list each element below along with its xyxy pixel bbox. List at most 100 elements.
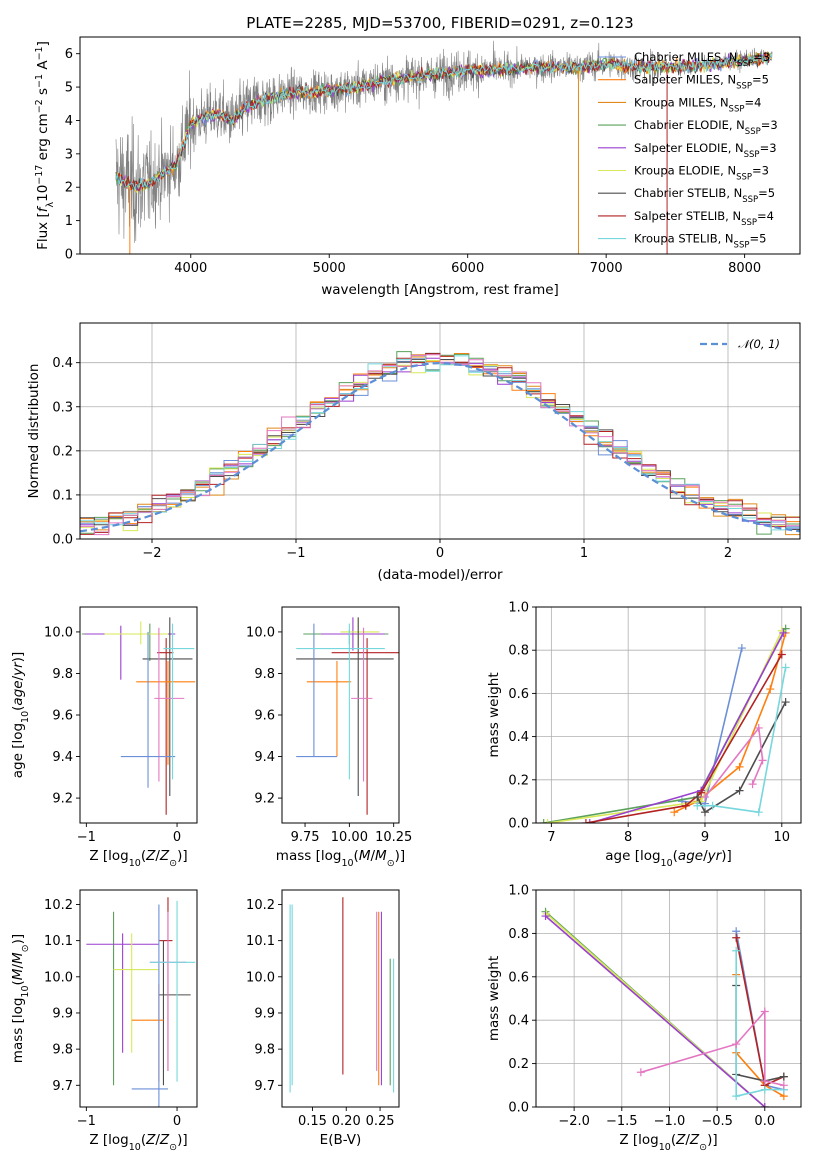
mass_weight_vs_Z-axes: −2.0 −1.5 −1.0 −0.5 0.0 0.0 0.2 0.4 0.6 0.8 1.0 Z […	[486, 884, 802, 1153]
y-tick-label: 0.0	[52, 533, 73, 548]
x-tick-label: −1.5	[606, 1114, 638, 1129]
mass_weight_vs_Z-chart: −2.0 −1.5 −1.0 −0.5 0.0 0.0 0.2 0.4 0.6 0.8 1.0 Z […	[486, 884, 802, 1153]
y-tick-label: 0.8	[508, 644, 529, 659]
error-bar-point	[158, 897, 173, 1071]
data-point-marker	[781, 663, 790, 672]
y-axis-label: Flux [fλ10−17 erg cm−2 s−1 A−1]	[34, 41, 56, 250]
data-point-marker	[693, 801, 702, 810]
mass_weight_vs_age-grid	[536, 606, 801, 824]
x-tick-label: 0	[173, 1114, 181, 1129]
y-tick-label: 0.4	[508, 730, 529, 745]
error-bar-point	[86, 933, 159, 1053]
y-tick-label: 0.6	[508, 970, 529, 985]
error-bar-point	[163, 623, 195, 780]
data-point-marker	[700, 793, 709, 802]
error-bar-point	[351, 627, 373, 782]
y-tick-label: 0	[65, 248, 73, 263]
spectrum-plot-area	[115, 40, 773, 254]
mass_vs_ebv-axes: 0.15 0.20 0.25 9.7 9.8 9.9 10.0 10.1 10.2 E(B-V)	[246, 889, 400, 1148]
residuals-chart: −2 −1 0 1 2 0.0 0.1 0.2 0.3 0.4 (data-model)/error…	[26, 322, 801, 583]
data-point-marker	[670, 808, 679, 817]
y-tick-label: 9.4	[254, 750, 275, 765]
x-axis-label: E(B-V)	[320, 1132, 362, 1148]
legend-entry: Kroupa STELIB, NSSP=5	[634, 232, 766, 251]
x-axis-label: Z [log10(Z/Z⊙)]	[89, 848, 187, 869]
legend-entry: Salpeter MILES, NSSP=5	[634, 73, 769, 92]
spectrum-chart: 4000 5000 6000 7000 8000 0 1 2 3 4 5 6 PLATE=2285, M…	[34, 14, 801, 298]
data-point-marker	[735, 786, 744, 795]
error-bar-point	[136, 661, 196, 765]
x-tick-label: −1.0	[654, 1114, 686, 1129]
y-tick-label: 0.0	[508, 817, 529, 832]
y-tick-label: 9.2	[52, 792, 73, 807]
x-tick-label: 0	[173, 830, 181, 845]
error-bar-point	[296, 623, 385, 780]
mass_weight_vs_Z-plot-area	[541, 907, 788, 1107]
legend-entry: Chabrier ELODIE, NSSP=3	[634, 118, 778, 137]
y-tick-label: 10.2	[246, 898, 275, 913]
y-tick-label: 4	[65, 114, 73, 129]
data-point-marker	[779, 628, 788, 637]
y-axis-label: age [log10(age/yr)]	[10, 652, 31, 778]
data-point-marker	[777, 650, 786, 659]
x-axis-label: (data-model)/error	[377, 567, 503, 583]
mass-weight-series-salpeter_elodie	[541, 912, 769, 1107]
legend-entry: 𝒩(0, 1)	[738, 337, 780, 351]
x-tick-label: 0	[436, 546, 444, 561]
x-tick-label: 4000	[174, 261, 207, 276]
y-tick-label: 0.2	[52, 444, 73, 459]
mass-weight-series-salpeter_stelib	[732, 933, 788, 1090]
data-point-marker	[732, 933, 741, 942]
mass_weight_vs_age-chart: 7 8 9 10 0.0 0.2 0.4 0.6 0.8 1.0 age [log10(age/yr…	[486, 601, 802, 869]
data-point-marker	[681, 801, 690, 810]
y-tick-label: 9.7	[52, 1079, 73, 1094]
error-bar-point	[142, 617, 193, 796]
mass-weight-series-kroupa_elodie	[543, 626, 786, 823]
data-point-marker	[732, 1040, 741, 1049]
y-tick-label: 0.0	[508, 1101, 529, 1116]
y-tick-label: 0.1	[52, 488, 73, 503]
error-bar-point	[331, 638, 399, 815]
x-axis-label: mass [log10(M/M⊙)]	[276, 848, 405, 869]
y-tick-label: 0.2	[508, 773, 529, 788]
y-tick-label: 10.1	[44, 934, 73, 949]
mass_vs_ebv-plot-area	[289, 897, 395, 1093]
age_vs_Z-axes: −1 0 9.2 9.4 9.6 9.8 10.0 Z [log10(Z/Z⊙)] age [l…	[10, 606, 198, 869]
y-tick-label: 0.3	[52, 400, 73, 415]
data-point-marker	[754, 808, 763, 817]
spectrum-legend: Chabrier MILES, NSSP=3 Salpeter MILES, NS…	[598, 50, 778, 251]
data-point-marker	[779, 1081, 788, 1090]
y-tick-label: 9.2	[254, 792, 275, 807]
x-tick-label: 9	[701, 830, 709, 845]
legend-entry: Chabrier STELIB, NSSP=5	[634, 186, 775, 205]
x-tick-label: 8000	[728, 261, 761, 276]
x-tick-label: −1	[77, 830, 96, 845]
residual-legend: 𝒩(0, 1)	[700, 337, 780, 351]
error-bar-point	[149, 900, 196, 1082]
error-bar-point	[296, 623, 337, 758]
x-tick-label: 7	[547, 830, 555, 845]
residuals-plot-area	[80, 351, 800, 536]
data-point-marker	[543, 819, 552, 823]
y-tick-label: 9.4	[52, 750, 73, 765]
data-point-marker	[541, 912, 550, 921]
legend-entry: Salpeter ELODIE, NSSP=3	[634, 141, 777, 160]
y-tick-label: 10.0	[246, 970, 275, 985]
y-tick-label: 1.0	[508, 601, 529, 616]
y-tick-label: 9.8	[52, 667, 73, 682]
error-bar-point	[321, 617, 385, 651]
error-bar-point	[131, 904, 168, 1107]
x-tick-label: 10	[774, 830, 791, 845]
y-axis-label: Normed distribution	[26, 364, 42, 499]
mass-weight-series-kroupa_stelib	[693, 663, 790, 817]
y-tick-label: 1	[65, 214, 73, 229]
data-point-marker	[760, 1076, 769, 1085]
error-bar-point	[120, 631, 176, 788]
residuals-axes: −2 −1 0 1 2 0.0 0.1 0.2 0.3 0.4 (data-model)/error…	[26, 322, 801, 583]
data-point-marker	[760, 1103, 769, 1107]
mass_weight_vs_age-plot-area	[539, 624, 790, 823]
error-bar-point	[157, 638, 174, 815]
y-tick-label: 10.0	[246, 625, 275, 640]
legend-entry: Kroupa ELODIE, NSSP=3	[634, 164, 769, 183]
data-point-marker	[700, 808, 709, 817]
